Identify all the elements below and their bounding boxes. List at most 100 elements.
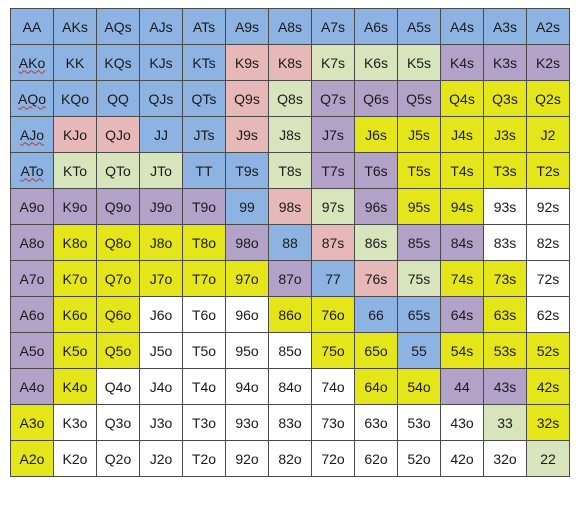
hand-cell: A3o bbox=[10, 404, 54, 441]
hand-cell: 73s bbox=[483, 260, 527, 297]
hand-cell: 52o bbox=[397, 440, 441, 477]
hand-label: 85o bbox=[278, 342, 302, 359]
hand-cell: Q2s bbox=[526, 80, 570, 117]
hand-label: K2o bbox=[62, 450, 88, 467]
hand-label: 53s bbox=[493, 342, 517, 359]
hand-cell: 82o bbox=[268, 440, 312, 477]
hand-label: AQo bbox=[17, 90, 46, 107]
hand-cell: 22 bbox=[526, 440, 570, 477]
hand-cell: 74s bbox=[440, 260, 484, 297]
hand-cell: 99 bbox=[225, 188, 269, 225]
hand-label: 44 bbox=[454, 378, 470, 395]
hand-label: Q5s bbox=[406, 90, 432, 107]
hand-label: 55 bbox=[411, 342, 427, 359]
grid-row: ATo KTo QTo JTo TT T9s T8s T7s T6s T5s T4s T3s T2s bbox=[10, 152, 570, 189]
hand-range-grid-body: AA AKs AQs AJs ATs A9s A8s A7s A6s A5s A4s A3s A2s AK… bbox=[10, 8, 570, 477]
hand-label: KQs bbox=[104, 54, 132, 71]
hand-cell: T2s bbox=[526, 152, 570, 189]
hand-label: T4o bbox=[191, 378, 217, 395]
hand-label: Q8s bbox=[277, 90, 303, 107]
hand-cell: 43s bbox=[483, 368, 527, 405]
hand-label: 98o bbox=[235, 234, 259, 251]
hand-label: A7s bbox=[320, 18, 346, 35]
hand-cell: 53o bbox=[397, 404, 441, 441]
hand-cell: J4o bbox=[139, 368, 183, 405]
hand-cell: 43o bbox=[440, 404, 484, 441]
hand-cell: 97s bbox=[311, 188, 355, 225]
hand-label: 72o bbox=[321, 450, 345, 467]
hand-cell: 33 bbox=[483, 404, 527, 441]
hand-label: T2o bbox=[191, 450, 217, 467]
hand-cell: 86s bbox=[354, 224, 398, 261]
hand-label: AJs bbox=[149, 18, 173, 35]
grid-row: AA AKs AQs AJs ATs A9s A8s A7s A6s A5s A4s A3s A2s bbox=[10, 8, 570, 45]
hand-label: J3o bbox=[149, 414, 173, 431]
hand-cell: 75o bbox=[311, 332, 355, 369]
hand-cell: Q3s bbox=[483, 80, 527, 117]
hand-cell: 82s bbox=[526, 224, 570, 261]
hand-label: A3o bbox=[19, 414, 45, 431]
hand-cell: Q4s bbox=[440, 80, 484, 117]
hand-label: JTo bbox=[150, 162, 172, 179]
hand-cell: KTs bbox=[182, 44, 226, 81]
hand-cell: 85o bbox=[268, 332, 312, 369]
hand-label: K5o bbox=[62, 342, 88, 359]
hand-cell: 42o bbox=[440, 440, 484, 477]
hand-label: KK bbox=[65, 54, 85, 71]
hand-cell: Q6s bbox=[354, 80, 398, 117]
grid-row: A8o K8o Q8o J8o T8o 98o 88 87s 86s 85s 84s 83s 82s bbox=[10, 224, 570, 261]
hand-cell: AQs bbox=[96, 8, 140, 45]
hand-label: 32s bbox=[536, 414, 560, 431]
hand-cell: K2s bbox=[526, 44, 570, 81]
grid-row: AQo KQo QQ QJs QTs Q9s Q8s Q7s Q6s Q5s Q4s Q3s Q2s bbox=[10, 80, 570, 117]
hand-label: 54o bbox=[407, 378, 431, 395]
hand-label: 76s bbox=[364, 270, 388, 287]
hand-cell: 94o bbox=[225, 368, 269, 405]
hand-cell: T4o bbox=[182, 368, 226, 405]
hand-label: 63o bbox=[364, 414, 388, 431]
grid-row: AKo KK KQs KJs KTs K9s K8s K7s K6s K5s K4s K3s K2s bbox=[10, 44, 570, 81]
hand-label: 87s bbox=[321, 234, 345, 251]
hand-cell: 64s bbox=[440, 296, 484, 333]
hand-label: A4s bbox=[449, 18, 475, 35]
hand-label: 74o bbox=[321, 378, 345, 395]
hand-cell: KTo bbox=[53, 152, 97, 189]
hand-label: A6s bbox=[363, 18, 389, 35]
hand-cell: A8o bbox=[10, 224, 54, 261]
grid-row: AJo KJo QJo JJ JTs J9s J8s J7s J6s J5s J4s J3s J2 bbox=[10, 116, 570, 153]
hand-label: 94s bbox=[450, 198, 474, 215]
hand-cell: 32s bbox=[526, 404, 570, 441]
hand-cell: Q9s bbox=[225, 80, 269, 117]
hand-cell: 63s bbox=[483, 296, 527, 333]
hand-cell: T3o bbox=[182, 404, 226, 441]
hand-cell: QJo bbox=[96, 116, 140, 153]
hand-cell: A6s bbox=[354, 8, 398, 45]
hand-label: K8o bbox=[62, 234, 88, 251]
hand-label: 96o bbox=[235, 306, 259, 323]
hand-cell: KK bbox=[53, 44, 97, 81]
hand-cell: K6s bbox=[354, 44, 398, 81]
hand-label: 73s bbox=[493, 270, 517, 287]
hand-cell: A4o bbox=[10, 368, 54, 405]
hand-label: 98s bbox=[278, 198, 302, 215]
hand-label: T8o bbox=[191, 234, 217, 251]
hand-label: 93s bbox=[493, 198, 517, 215]
hand-cell: K6o bbox=[53, 296, 97, 333]
hand-label: 43o bbox=[450, 414, 474, 431]
hand-cell: Q7s bbox=[311, 80, 355, 117]
hand-cell: T4s bbox=[440, 152, 484, 189]
hand-label: K3s bbox=[492, 54, 518, 71]
hand-cell: T6s bbox=[354, 152, 398, 189]
hand-cell: QTs bbox=[182, 80, 226, 117]
hand-cell: J8o bbox=[139, 224, 183, 261]
hand-cell: J4s bbox=[440, 116, 484, 153]
hand-label: A9s bbox=[234, 18, 260, 35]
hand-cell: 72s bbox=[526, 260, 570, 297]
hand-label: 73o bbox=[321, 414, 345, 431]
hand-label: 93o bbox=[235, 414, 259, 431]
hand-cell: A9o bbox=[10, 188, 54, 225]
hand-label: T4s bbox=[450, 162, 474, 179]
hand-cell: 66 bbox=[354, 296, 398, 333]
hand-label: AJo bbox=[19, 126, 45, 143]
hand-label: Q4o bbox=[104, 378, 132, 395]
